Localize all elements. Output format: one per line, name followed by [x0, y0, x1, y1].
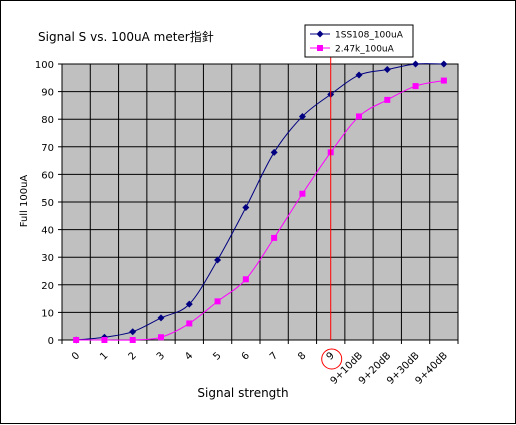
y-tick-label: 80	[41, 115, 54, 126]
legend-label: 1SS108_100uA	[335, 31, 404, 41]
y-tick-label: 100	[35, 60, 54, 71]
legend-label: 2.47k_100uA	[335, 45, 395, 55]
series-1SS108_100uA	[72, 60, 448, 344]
data-point	[185, 300, 193, 308]
data-point	[355, 71, 363, 79]
chart-title: Signal S vs. 100uA meter指針	[38, 29, 214, 44]
data-point	[440, 77, 447, 84]
x-tick-label: 2	[127, 350, 139, 362]
y-tick-label: 40	[41, 226, 54, 237]
data-point	[298, 112, 306, 120]
x-tick-label: 9	[325, 350, 337, 362]
tick-highlight-circle	[321, 348, 343, 370]
y-axis-label: Full 100uA	[19, 175, 30, 228]
data-point	[214, 256, 222, 264]
legend-marker	[316, 30, 324, 38]
data-point	[242, 276, 249, 283]
data-point	[356, 113, 362, 120]
x-tick-label: 1	[98, 350, 110, 362]
x-tick-label: 3	[155, 350, 167, 362]
data-point	[73, 337, 80, 343]
data-point	[299, 190, 306, 197]
y-tick-label: 30	[41, 253, 54, 264]
data-point	[440, 60, 448, 68]
y-tick-label: 0	[48, 336, 54, 347]
x-tick-label: 7	[268, 350, 280, 362]
data-point	[384, 96, 391, 103]
data-point	[271, 234, 278, 241]
x-tick-label: 4	[183, 350, 195, 362]
data-point	[270, 148, 278, 156]
data-point	[158, 334, 164, 341]
x-tick-label: 5	[211, 350, 223, 362]
legend-item: 1SS108_100uA	[310, 30, 404, 41]
y-tick-label: 10	[41, 308, 54, 319]
x-tick-label: 6	[240, 350, 252, 362]
data-point	[129, 337, 136, 343]
x-tick-label: 8	[296, 350, 308, 362]
data-point	[129, 328, 137, 336]
y-tick-label: 90	[41, 88, 54, 99]
legend-box	[304, 24, 414, 58]
x-tick-label: 0	[70, 350, 82, 362]
data-point	[157, 314, 165, 322]
y-tick-label: 20	[41, 281, 54, 292]
legend-marker	[317, 45, 323, 51]
data-point	[186, 320, 193, 327]
y-tick-label: 70	[41, 143, 54, 154]
data-point	[412, 83, 419, 90]
y-tick-label: 50	[41, 198, 54, 209]
data-point	[412, 60, 420, 68]
data-point	[242, 204, 250, 212]
y-tick-label: 60	[41, 170, 54, 181]
data-point	[383, 66, 391, 74]
legend: 1SS108_100uA 2.47k_100uA	[304, 24, 414, 58]
x-axis-label: Signal strength	[197, 386, 288, 400]
legend-item: 2.47k_100uA	[310, 45, 395, 55]
data-point	[214, 298, 221, 305]
data-point	[101, 337, 108, 343]
